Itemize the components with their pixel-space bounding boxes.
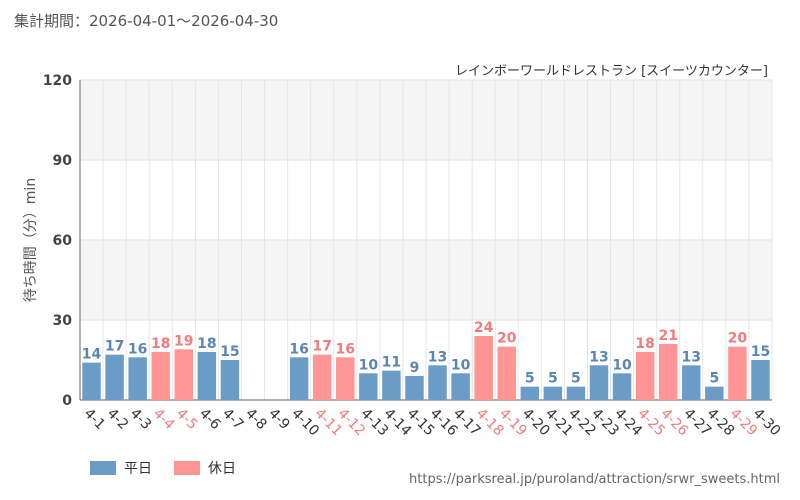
chart-title: レインボーワールドレストラン [スイーツカウンター] (454, 64, 768, 79)
bar-4-21 (543, 386, 563, 400)
bar-4-24 (612, 373, 632, 400)
data-label-4-30: 15 (751, 344, 770, 360)
bar-4-5 (174, 349, 194, 400)
bar-4-28 (705, 386, 724, 400)
data-label-4-14: 11 (382, 355, 401, 371)
data-label-4-22: 5 (571, 371, 581, 387)
legend-swatch-holiday (174, 461, 200, 475)
data-label-4-27: 13 (682, 349, 701, 365)
legend-label-holiday: 休日 (208, 461, 236, 477)
data-label-4-20: 5 (525, 371, 535, 387)
data-label-4-17: 10 (451, 357, 471, 373)
data-label-4-2: 17 (105, 339, 124, 355)
x-tick-label-4-3: 4-3 (127, 406, 154, 433)
data-label-4-1: 14 (82, 347, 102, 363)
y-tick-label: 0 (62, 393, 72, 409)
data-label-4-23: 13 (589, 349, 608, 365)
bar-4-26 (658, 344, 678, 400)
y-tick-label: 120 (43, 73, 72, 89)
data-label-4-13: 10 (359, 357, 379, 373)
x-tick-label-4-1: 4-1 (81, 406, 108, 433)
bar-4-10 (289, 357, 309, 400)
legend-item-holiday: 休日 (174, 458, 236, 478)
x-tick-label-4-8: 4-8 (242, 406, 269, 433)
bar-4-13 (359, 373, 378, 400)
y-tick-label: 90 (53, 153, 73, 169)
data-label-4-19: 20 (497, 331, 517, 347)
period-label: 集計期間：2026-04-01～2026-04-30 (14, 12, 279, 30)
bar-4-25 (635, 352, 655, 400)
x-tick-label-4-4: 4-4 (150, 406, 178, 434)
bar-4-1 (82, 362, 101, 400)
data-label-4-25: 18 (635, 336, 654, 352)
data-label-4-5: 19 (174, 333, 193, 349)
data-label-4-28: 5 (709, 371, 719, 387)
legend-item-weekday: 平日 (90, 458, 152, 478)
bar-4-19 (497, 346, 516, 400)
data-label-4-24: 10 (612, 357, 632, 373)
data-label-4-4: 18 (151, 336, 170, 352)
data-label-4-29: 20 (728, 331, 748, 347)
data-label-4-18: 24 (474, 320, 494, 336)
bar-4-6 (197, 352, 217, 400)
y-tick-label: 30 (53, 313, 73, 329)
bar-4-22 (566, 386, 586, 400)
x-tick-label-4-5: 4-5 (173, 406, 200, 433)
data-label-4-6: 18 (197, 336, 216, 352)
bar-4-17 (451, 373, 470, 400)
y-tick-label: 60 (53, 233, 73, 249)
data-label-4-15: 9 (410, 360, 420, 376)
bar-4-27 (682, 365, 701, 400)
x-tick-label-4-7: 4-7 (219, 406, 246, 433)
bar-4-3 (128, 357, 147, 400)
bar-4-15 (405, 376, 424, 400)
legend: 平日 休日 (90, 458, 236, 478)
data-label-4-3: 16 (128, 341, 147, 357)
legend-swatch-weekday (90, 461, 116, 475)
data-label-4-10: 16 (289, 341, 308, 357)
bar-4-12 (336, 357, 355, 400)
data-label-4-21: 5 (548, 371, 558, 387)
data-label-4-7: 15 (220, 344, 239, 360)
data-label-4-12: 16 (336, 341, 355, 357)
bar-4-14 (382, 370, 401, 400)
bar-4-18 (474, 336, 493, 400)
legend-label-weekday: 平日 (124, 461, 152, 477)
x-tick-label-4-9: 4-9 (265, 406, 292, 433)
bar-4-23 (589, 365, 609, 400)
bar-4-16 (428, 365, 447, 400)
x-tick-label-4-2: 4-2 (104, 406, 131, 433)
bar-4-20 (520, 386, 540, 400)
x-tick-label-4-6: 4-6 (196, 406, 224, 434)
bar-4-2 (105, 354, 124, 400)
bar-4-7 (220, 360, 240, 400)
bar-4-4 (151, 352, 170, 400)
source-url: https://parksreal.jp/puroland/attraction… (409, 472, 780, 487)
bar-4-11 (312, 354, 332, 400)
data-label-4-16: 13 (428, 349, 447, 365)
data-label-4-26: 21 (658, 328, 677, 344)
bar-4-30 (751, 360, 770, 400)
data-label-4-11: 17 (312, 339, 331, 355)
bar-4-29 (728, 346, 747, 400)
